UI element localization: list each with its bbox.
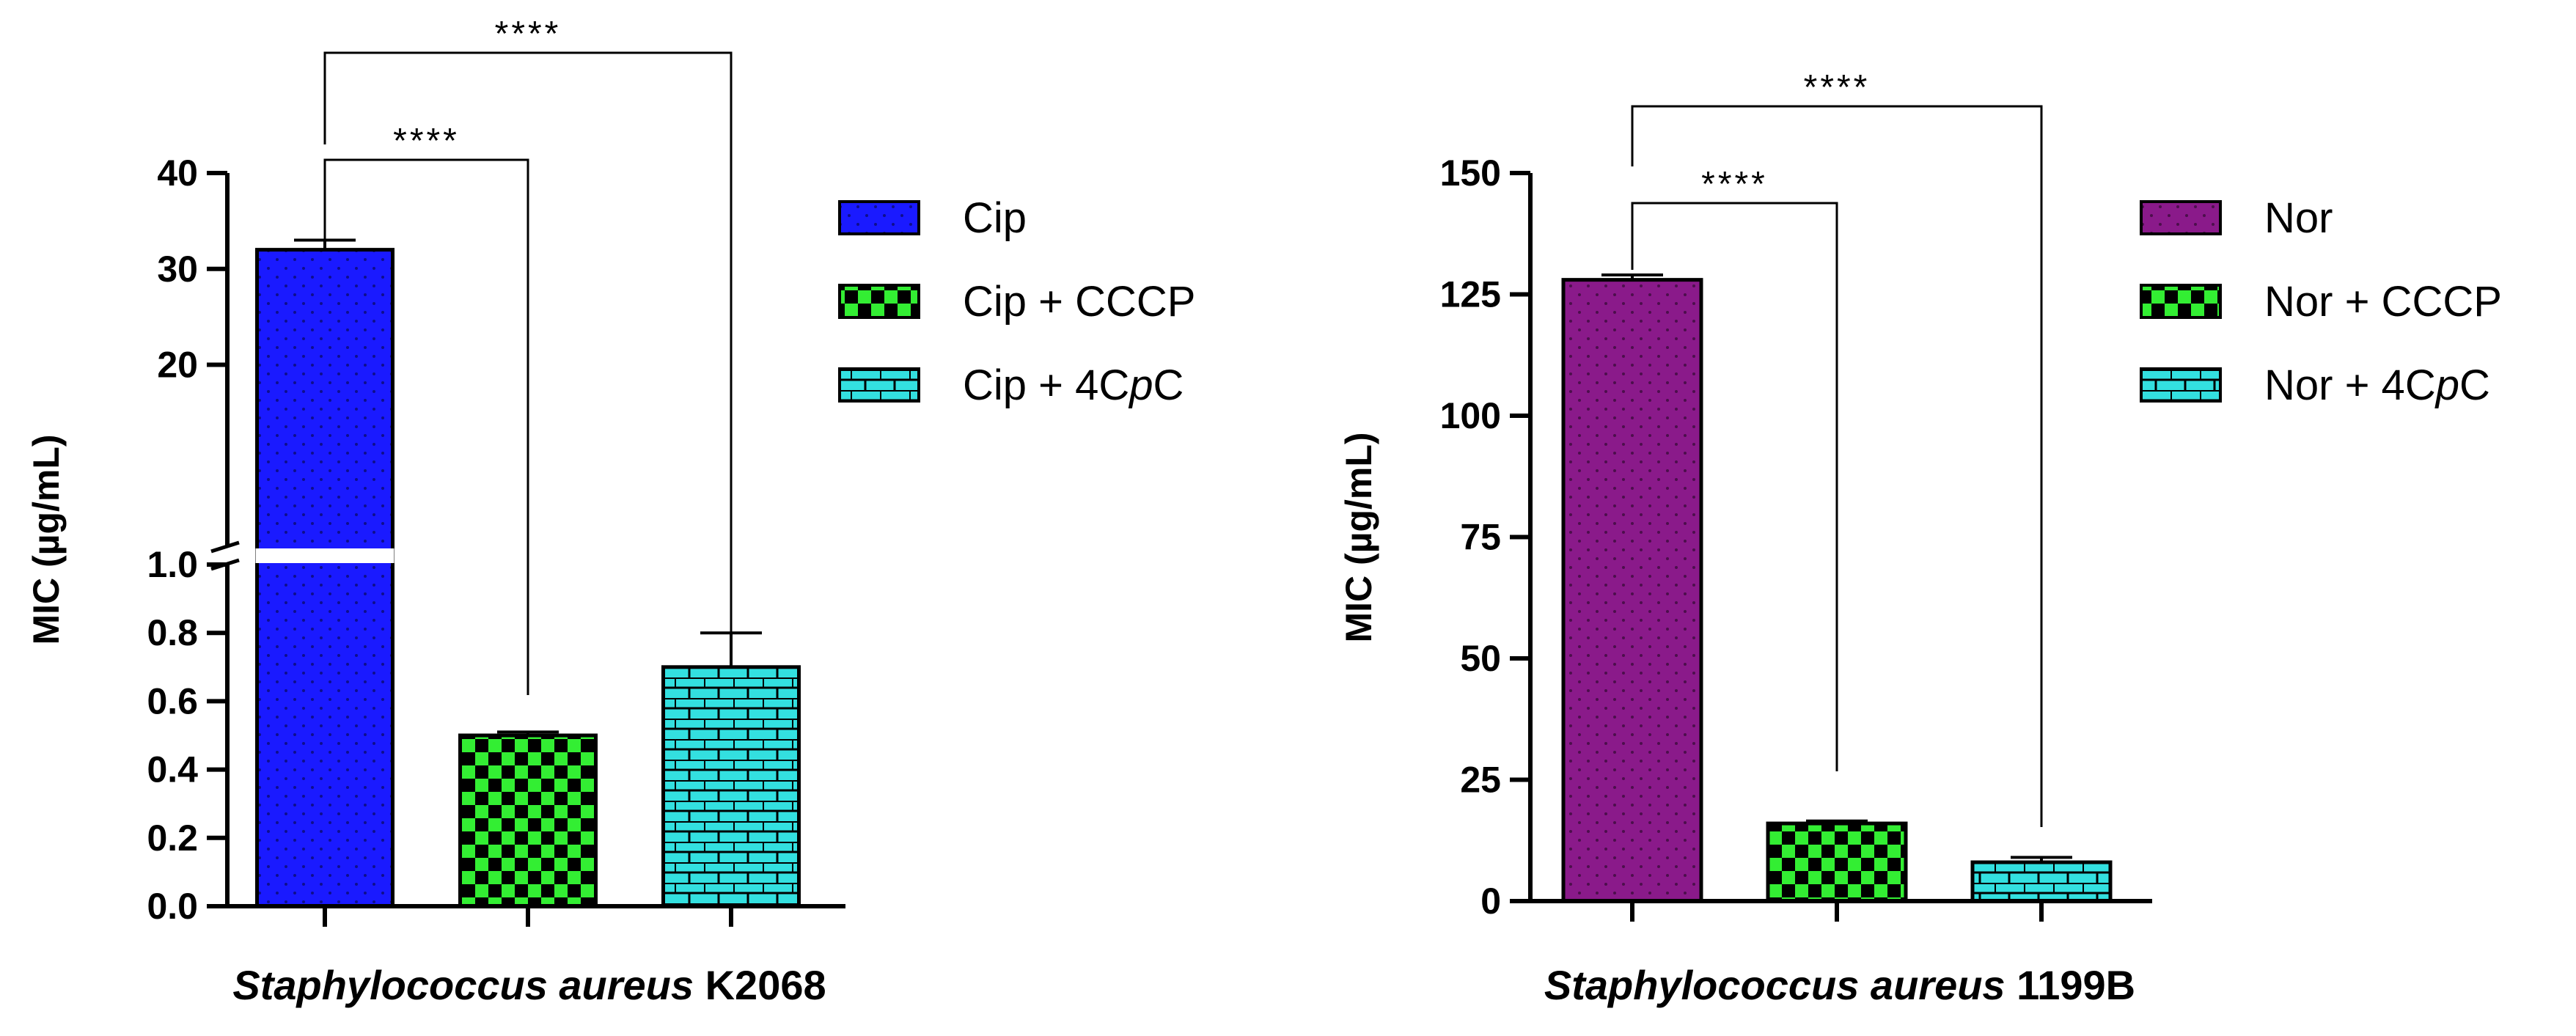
significance-bracket — [1631, 105, 2043, 827]
x-axis-title-strain: 1199B — [2006, 962, 2136, 1008]
legend-swatch — [838, 284, 920, 319]
y-tick-label: 0.2 — [147, 818, 198, 859]
legend: Cip Cip + CCCP Cip + 4CpC — [838, 194, 1195, 409]
x-axis-title: Staphylococcus aureus 1199B — [1544, 962, 2135, 1008]
legend-label-suffix: C — [2459, 361, 2490, 409]
legend-label-italic: p — [1128, 361, 1153, 409]
x-axis: Staphylococcus aureus K2068 — [225, 904, 845, 1008]
y-axis-title: MIC (µg/mL) — [1338, 432, 1379, 642]
x-axis: Staphylococcus aureus 1199B — [1528, 899, 2152, 1008]
significance-label: **** — [1804, 68, 1871, 107]
y-tick-label: 75 — [1460, 517, 1501, 558]
bars — [255, 238, 801, 908]
significance-brackets: **** **** — [1631, 68, 2043, 827]
significance-label: **** — [393, 122, 460, 161]
y-tick-label: 20 — [157, 345, 198, 386]
axis-break-mark — [210, 540, 240, 554]
axis-break-gap — [255, 548, 395, 563]
y-tick-label: 30 — [157, 249, 198, 290]
bar-cip-4cpc — [661, 665, 801, 908]
legend-label: Nor — [2264, 194, 2333, 242]
chart-right: 0 25 50 75 100 125 150 MIC (µg/mL) Staphylococcu… — [1338, 68, 2502, 1008]
significance-label: **** — [1701, 165, 1768, 204]
legend-label-text: Cip — [963, 194, 1027, 242]
y-tick-label: 0 — [1480, 881, 1501, 922]
chart-left: 0.0 0.2 0.4 0.6 0.8 1.0 20 30 40 MIC (µg/mL) Staph… — [26, 15, 1195, 1008]
y-axis: 0.0 0.2 0.4 0.6 0.8 1.0 20 30 40 MIC (µg/mL) — [26, 153, 395, 927]
legend: Nor Nor + CCCP Nor + 4CpC — [2140, 194, 2502, 409]
y-axis: 0 25 50 75 100 125 150 MIC (µg/mL) — [1338, 153, 1533, 922]
legend-label-text: Nor + CCCP — [2264, 278, 2502, 326]
y-tick-label: 50 — [1460, 638, 1501, 679]
y-tick-label: 0.8 — [147, 612, 198, 653]
x-axis-title-species: Staphylococcus aureus — [232, 962, 694, 1008]
bar-cip-cccp — [458, 733, 598, 908]
y-tick-label: 25 — [1460, 760, 1501, 801]
legend-label-text: Nor — [2264, 194, 2333, 242]
y-tick-label: 100 — [1440, 395, 1501, 436]
legend-label-italic: p — [2434, 361, 2459, 409]
significance-label: **** — [495, 15, 562, 54]
x-axis-title: Staphylococcus aureus K2068 — [232, 962, 826, 1008]
y-tick-label: 150 — [1440, 153, 1501, 194]
bar-nor-cccp — [1766, 821, 1908, 903]
x-axis-title-strain: K2068 — [694, 962, 826, 1008]
y-tick-label: 40 — [157, 153, 198, 194]
legend-swatch — [2140, 200, 2222, 235]
significance-brackets: **** **** — [323, 15, 733, 695]
y-tick-label: 0.4 — [147, 749, 198, 790]
y-tick-label: 1.0 — [147, 544, 198, 585]
legend-swatch — [838, 367, 920, 403]
significance-bracket — [323, 158, 529, 695]
bar-nor-4cpc — [1970, 860, 2113, 903]
legend-label-suffix: C — [1153, 361, 1184, 409]
y-tick-label: 0.6 — [147, 680, 198, 721]
significance-bracket — [1631, 202, 1838, 771]
significance-bracket — [323, 51, 733, 632]
y-tick-label: 0.0 — [147, 886, 198, 927]
x-axis-title-species: Staphylococcus aureus — [1544, 962, 2006, 1008]
legend-label: Cip + CCCP — [963, 278, 1195, 326]
legend-label: Cip + 4CpC — [963, 361, 1184, 409]
legend-swatch — [838, 200, 920, 235]
bar-cip — [255, 248, 395, 908]
legend-label: Cip — [963, 194, 1027, 242]
legend-label-text: Cip + 4C — [963, 361, 1129, 409]
legend-label-text: Nor + 4C — [2264, 361, 2436, 409]
bars — [1561, 273, 2113, 903]
bar-nor — [1561, 278, 1703, 903]
y-axis-title: MIC (µg/mL) — [26, 434, 67, 644]
legend-label: Nor + 4CpC — [2264, 361, 2490, 409]
legend-swatch — [2140, 284, 2222, 319]
y-tick-label: 125 — [1440, 274, 1501, 315]
legend-label-text: Cip + CCCP — [963, 278, 1195, 326]
legend-swatch — [2140, 367, 2222, 403]
legend-label: Nor + CCCP — [2264, 278, 2502, 326]
